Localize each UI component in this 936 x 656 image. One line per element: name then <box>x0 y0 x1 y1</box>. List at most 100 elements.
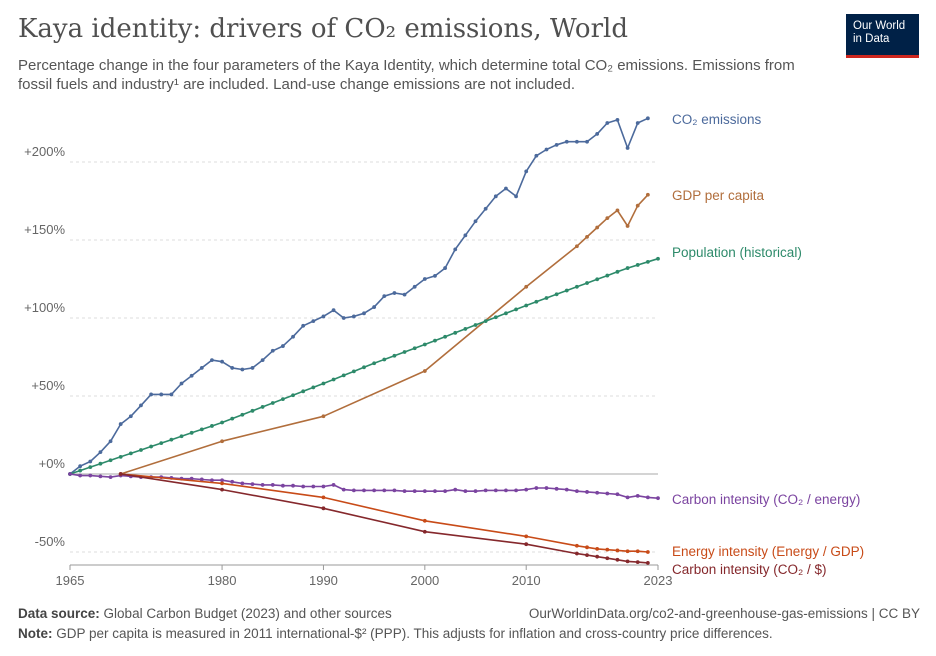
data-point <box>220 487 224 492</box>
data-point <box>128 414 133 419</box>
data-point <box>199 427 204 432</box>
data-point <box>422 529 427 534</box>
data-point <box>473 489 478 494</box>
data-point <box>544 147 549 152</box>
data-point <box>554 142 559 147</box>
data-point <box>412 489 417 494</box>
data-point <box>382 488 387 493</box>
data-point <box>473 323 478 327</box>
data-point <box>504 311 508 316</box>
data-point <box>78 468 83 473</box>
data-point <box>210 424 214 428</box>
data-point <box>645 116 650 121</box>
data-point <box>88 459 93 464</box>
data-point <box>260 483 265 487</box>
data-point <box>372 361 377 366</box>
data-point <box>392 353 397 358</box>
data-point <box>564 487 569 492</box>
series-label-3: Carbon intensity (CO₂ / energy) <box>672 492 860 507</box>
y-tick-label: +150% <box>24 222 65 237</box>
our-world-in-data-logo[interactable]: Our World in Data <box>846 14 919 58</box>
data-point <box>351 488 356 493</box>
data-point <box>433 273 437 278</box>
data-point <box>220 359 224 364</box>
data-point <box>504 488 508 493</box>
data-point <box>280 344 285 348</box>
data-point <box>422 277 427 281</box>
data-point <box>605 547 610 552</box>
series-line-0 <box>69 117 649 475</box>
series-label-4: Energy intensity (Energy / GDP) <box>672 544 864 559</box>
data-point <box>108 475 113 480</box>
logo-line-2: in Data <box>853 33 890 45</box>
data-point <box>331 483 336 487</box>
data-point <box>220 420 224 425</box>
y-tick-label: +200% <box>24 144 65 159</box>
data-point <box>605 273 610 278</box>
data-point <box>118 454 123 459</box>
data-point <box>210 358 214 363</box>
data-point <box>351 369 356 374</box>
data-point <box>645 561 650 565</box>
data-point <box>189 476 194 481</box>
data-point <box>422 342 427 347</box>
data-point <box>291 334 295 339</box>
data-point <box>443 489 448 494</box>
data-point <box>483 319 488 324</box>
data-point <box>645 550 650 554</box>
data-point <box>98 450 103 455</box>
data-point <box>595 490 600 495</box>
series-line-5 <box>120 473 648 564</box>
data-point <box>291 393 295 398</box>
logo-line-1: Our World <box>853 20 906 32</box>
data-point <box>230 366 235 370</box>
data-point <box>382 357 387 362</box>
data-point <box>534 486 539 490</box>
data-point <box>220 439 224 444</box>
data-point <box>574 543 579 548</box>
data-point <box>220 478 224 483</box>
note-label: Note: <box>18 626 53 641</box>
data-point <box>554 292 559 297</box>
data-point <box>585 545 589 550</box>
data-point <box>169 392 174 397</box>
data-point <box>78 473 83 478</box>
data-point <box>108 439 113 444</box>
data-point <box>595 132 600 136</box>
data-point <box>422 489 427 494</box>
y-tick-label: +0% <box>39 456 66 471</box>
data-point <box>311 319 316 324</box>
data-point <box>544 486 549 490</box>
data-point <box>372 305 377 309</box>
data-point <box>331 377 336 382</box>
data-point <box>554 486 559 491</box>
data-point <box>656 496 660 501</box>
x-tick-label: 1980 <box>208 573 237 588</box>
data-point <box>564 288 569 293</box>
data-point <box>453 330 458 335</box>
data-point <box>625 266 630 270</box>
data-point <box>493 194 498 199</box>
data-point <box>595 554 600 559</box>
data-point <box>463 327 468 331</box>
data-point <box>574 489 579 494</box>
data-point <box>301 484 306 489</box>
data-point <box>483 206 488 211</box>
series-label-2: Population (historical) <box>672 245 802 260</box>
data-point <box>220 481 224 486</box>
data-point <box>574 551 579 556</box>
data-point <box>362 488 366 493</box>
data-point <box>351 314 356 319</box>
data-point <box>574 139 579 144</box>
data-point <box>260 358 265 363</box>
data-point <box>463 233 468 238</box>
data-point <box>625 549 630 554</box>
x-tick-label: 2000 <box>410 573 439 588</box>
source-url[interactable]: OurWorldinData.org/co2-and-greenhouse-ga… <box>528 606 920 621</box>
data-point <box>453 247 458 252</box>
y-tick-label: +50% <box>31 378 65 393</box>
data-point <box>341 487 346 492</box>
data-point <box>149 392 154 397</box>
data-point <box>88 465 93 470</box>
data-point <box>574 284 579 289</box>
